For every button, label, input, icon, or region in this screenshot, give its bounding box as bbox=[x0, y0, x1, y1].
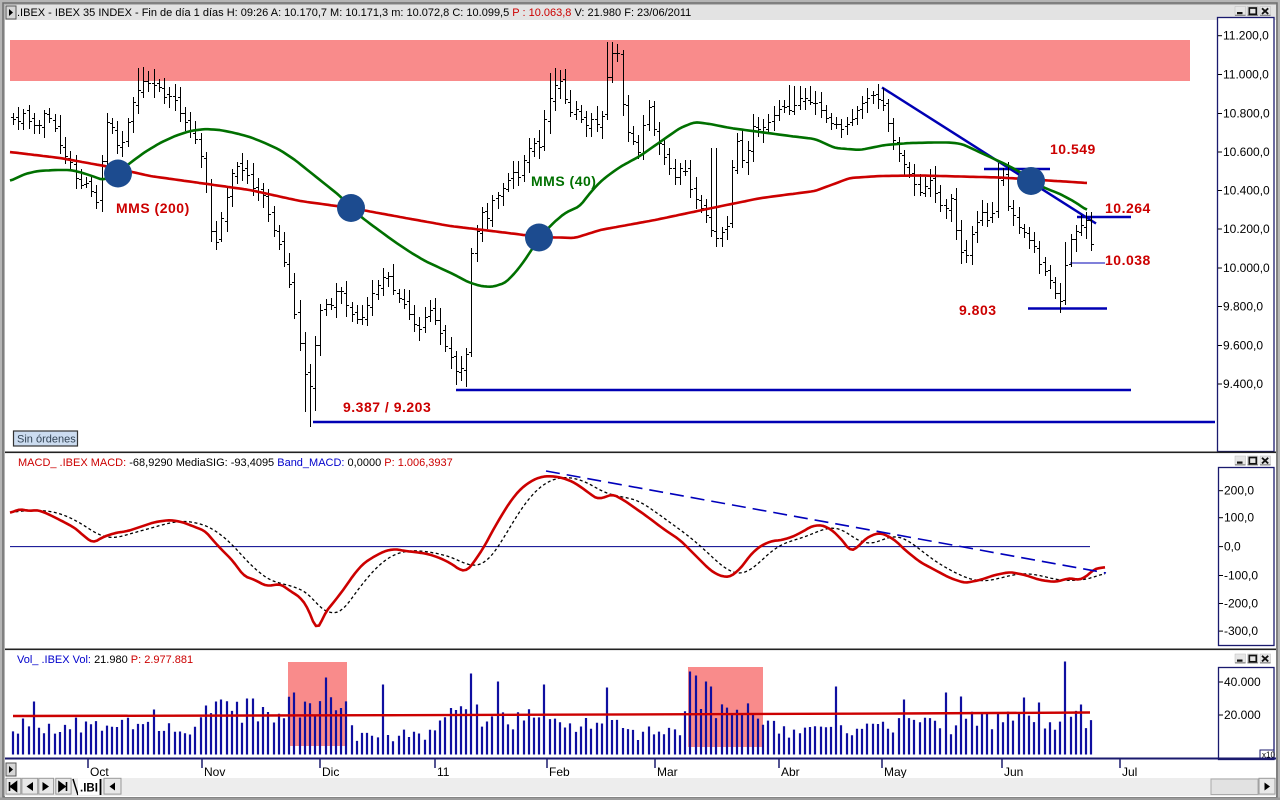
svg-text:11.000,0: 11.000,0 bbox=[1223, 68, 1269, 82]
svg-text:9.387 / 9.203: 9.387 / 9.203 bbox=[343, 399, 431, 415]
svg-text:.IBEX - IBEX 35 INDEX - Fin de: .IBEX - IBEX 35 INDEX - Fin de día 1 día… bbox=[17, 7, 691, 19]
svg-text:11: 11 bbox=[437, 765, 450, 779]
svg-text:9.600,0: 9.600,0 bbox=[1223, 339, 1263, 353]
svg-text:10.038: 10.038 bbox=[1105, 252, 1151, 268]
svg-text:9.803: 9.803 bbox=[959, 302, 997, 318]
svg-text:200,0: 200,0 bbox=[1224, 484, 1254, 498]
svg-text:9.400,0: 9.400,0 bbox=[1223, 377, 1263, 391]
svg-text:-100,0: -100,0 bbox=[1224, 569, 1258, 583]
svg-text:10.400,0: 10.400,0 bbox=[1223, 184, 1270, 198]
svg-text:Nov: Nov bbox=[204, 765, 225, 779]
svg-text:10.549: 10.549 bbox=[1050, 141, 1096, 157]
svg-text:Sin órdenes: Sin órdenes bbox=[17, 434, 76, 446]
svg-text:Jun: Jun bbox=[1004, 765, 1023, 779]
svg-text:x10: x10 bbox=[1262, 751, 1275, 760]
svg-text:-200,0: -200,0 bbox=[1224, 597, 1258, 611]
svg-text:100,0: 100,0 bbox=[1224, 511, 1254, 525]
svg-text:10.264: 10.264 bbox=[1105, 200, 1151, 216]
svg-text:0,0: 0,0 bbox=[1224, 540, 1241, 554]
svg-text:Abr: Abr bbox=[781, 765, 800, 779]
svg-text:Vol_ .IBEX Vol: 21.980 P: 2.97: Vol_ .IBEX Vol: 21.980 P: 2.977.881 bbox=[17, 654, 193, 666]
svg-text:9.800,0: 9.800,0 bbox=[1223, 300, 1263, 314]
svg-text:Dic: Dic bbox=[322, 765, 339, 779]
svg-text:10.600,0: 10.600,0 bbox=[1223, 145, 1270, 159]
svg-text:10.800,0: 10.800,0 bbox=[1223, 107, 1270, 121]
svg-text:10.000,0: 10.000,0 bbox=[1223, 261, 1270, 275]
svg-text:.IBI: .IBI bbox=[80, 783, 98, 795]
svg-text:40.000: 40.000 bbox=[1224, 675, 1261, 689]
svg-text:Mar: Mar bbox=[657, 765, 678, 779]
svg-text:MMS (200): MMS (200) bbox=[116, 200, 190, 216]
svg-text:Jul: Jul bbox=[1122, 765, 1137, 779]
svg-text:Oct: Oct bbox=[90, 765, 109, 779]
svg-text:MMS (40): MMS (40) bbox=[531, 173, 596, 189]
svg-text:20.000: 20.000 bbox=[1224, 708, 1261, 722]
svg-text:10.200,0: 10.200,0 bbox=[1223, 222, 1270, 236]
svg-text:MACD_ .IBEX MACD: -68,9290 Med: MACD_ .IBEX MACD: -68,9290 MediaSIG: -93… bbox=[18, 457, 453, 469]
svg-text:-300,0: -300,0 bbox=[1224, 624, 1258, 638]
svg-text:11.200,0: 11.200,0 bbox=[1223, 29, 1269, 43]
svg-text:Feb: Feb bbox=[549, 765, 570, 779]
svg-text:May: May bbox=[884, 765, 907, 779]
